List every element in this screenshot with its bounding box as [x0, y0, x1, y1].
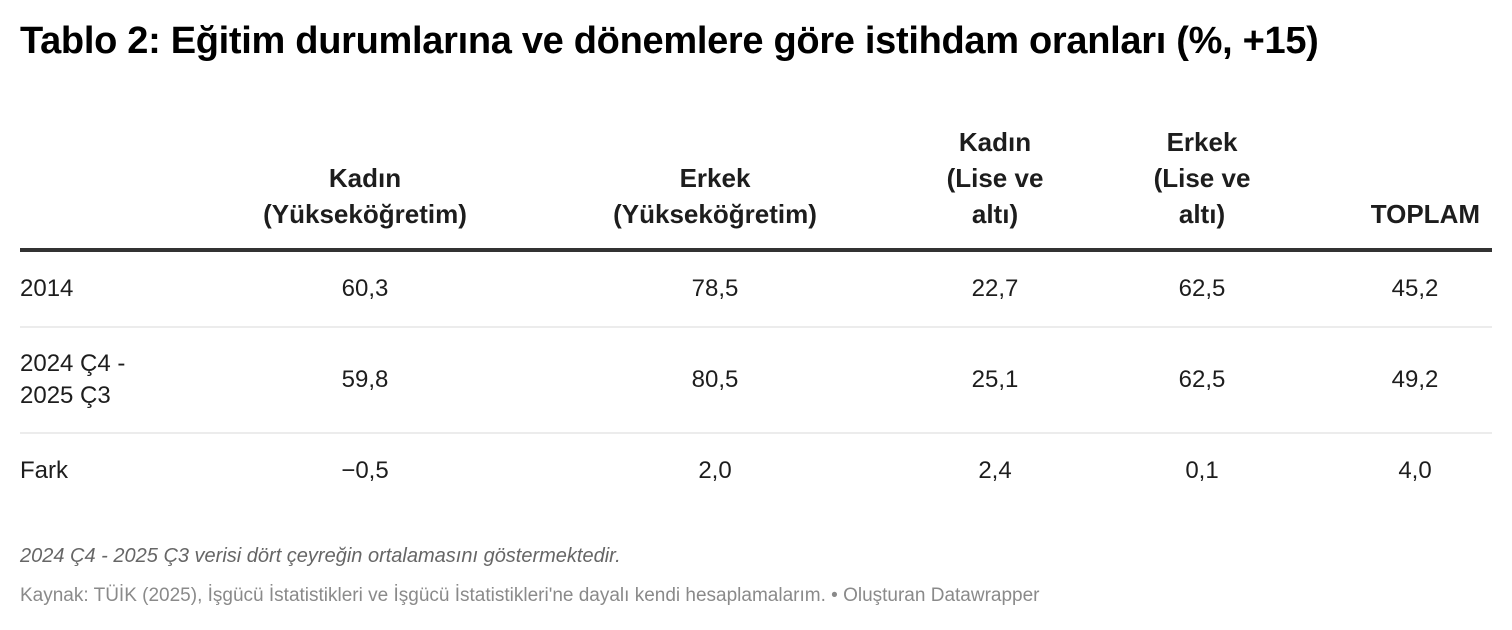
column-header-erkek-yuksekogretim: Erkek (Yükseköğretim): [585, 160, 845, 232]
column-header-kadin-lise: Kadın (Lise ve altı): [925, 124, 1065, 232]
table-cell: 62,5: [1178, 275, 1226, 302]
table-cell: 59,8: [341, 366, 389, 393]
header-line: (Yükseköğretim): [263, 199, 467, 229]
table-cell: 25,1: [971, 366, 1019, 393]
table-cell: 22,7: [971, 275, 1019, 302]
table-header-row: Kadın (Yükseköğretim) Erkek (Yükseköğret…: [20, 120, 1492, 252]
table-row: Fark −0,5 2,0 2,4 0,1 4,0: [20, 434, 1492, 508]
header-line: (Yükseköğretim): [613, 199, 817, 229]
column-header-kadin-yuksekogretim: Kadın (Yükseköğretim): [235, 160, 495, 232]
row-label: 2014: [20, 275, 74, 302]
header-line: Kadın: [958, 127, 1032, 157]
row-label: Fark: [20, 457, 68, 484]
table-cell: 80,5: [691, 366, 739, 393]
table-cell: −0,5: [341, 457, 389, 484]
table-cell: 0,1: [1185, 457, 1219, 484]
header-line: altı): [1178, 199, 1226, 229]
table-cell: 62,5: [1178, 366, 1226, 393]
table-cell: 2,0: [698, 457, 732, 484]
data-table: Kadın (Yükseköğretim) Erkek (Yükseköğret…: [20, 120, 1492, 508]
table-cell: 2,4: [978, 457, 1012, 484]
header-line: Kadın: [328, 163, 402, 193]
table-cell: 78,5: [691, 275, 739, 302]
table-notes: 2024 Ç4 - 2025 Ç3 verisi dört çeyreğin o…: [20, 545, 621, 567]
table-cell: 4,0: [1398, 457, 1432, 484]
header-line: (Lise ve: [946, 163, 1044, 193]
column-header-toplam: TOPLAM: [1330, 196, 1480, 232]
chart-title: Tablo 2: Eğitim durumlarına ve dönemlere…: [20, 20, 1319, 62]
source-line: Kaynak: TÜİK (2025), İşgücü İstatistikle…: [20, 585, 1040, 606]
column-header-erkek-lise: Erkek (Lise ve altı): [1132, 124, 1272, 232]
table-row: 2014 60,3 78,5 22,7 62,5 45,2: [20, 252, 1492, 328]
table-row: 2024 Ç4 - 2025 Ç3 59,8 80,5 25,1 62,5 49…: [20, 328, 1492, 434]
table-cell: 60,3: [341, 275, 389, 302]
header-line: Erkek: [1166, 127, 1238, 157]
header-line: TOPLAM: [1370, 199, 1480, 229]
header-line: altı): [971, 199, 1019, 229]
header-line: Erkek: [679, 163, 751, 193]
table-cell: 49,2: [1391, 366, 1439, 393]
row-label: 2024 Ç4 - 2025 Ç3: [20, 350, 126, 409]
table-cell: 45,2: [1391, 275, 1439, 302]
header-line: (Lise ve: [1153, 163, 1251, 193]
